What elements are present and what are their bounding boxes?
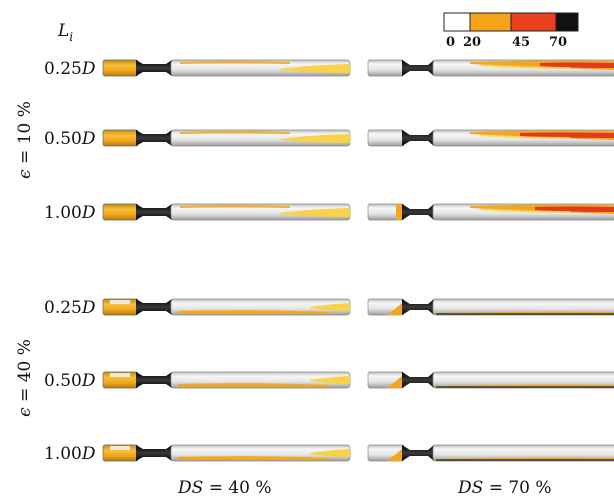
colorbar-band-white [443, 12, 471, 32]
pipe-ds40-row-3 [102, 298, 351, 316]
inlet-separation [386, 374, 404, 388]
stenosis-throat [136, 372, 172, 388]
colorbar-tick-45: 45 [512, 35, 530, 50]
pipe-ds70-row-4 [367, 371, 614, 389]
group-label-epsilon-10: ϵ = 10 % [15, 101, 35, 179]
colorbar-tick-70: 70 [549, 35, 567, 50]
outlet-pipe [432, 444, 614, 462]
row-label-3: 0.25D [44, 298, 96, 318]
inlet-segment [103, 60, 138, 76]
jet-streak [178, 383, 330, 387]
inlet-segment [103, 130, 138, 146]
pipe-ds70-row-3 [367, 298, 614, 316]
row-label-value: 1.00 [44, 444, 82, 464]
row-label-4: 0.50D [44, 371, 96, 391]
stenosis-throat [402, 299, 434, 315]
inlet-segment [367, 59, 405, 77]
row-label-value: 1.00 [44, 203, 82, 223]
stenosis-throat [402, 60, 434, 76]
jet-streak [178, 456, 330, 460]
inlet-separation [386, 447, 404, 461]
pipe-ds40-row-1 [102, 129, 351, 147]
inlet-segment [367, 129, 405, 147]
row-label-0: 0.25D [44, 59, 96, 79]
stenosis-throat [136, 130, 172, 146]
jet-edge [480, 64, 570, 69]
colorbar-band-red [510, 12, 557, 32]
inlet-segment [103, 204, 138, 220]
jet-streak [178, 310, 330, 314]
colorbar-tick-20: 20 [463, 35, 481, 50]
row-label-unit: D [81, 444, 96, 464]
pipe-ds70-row-0 [367, 59, 614, 77]
pipe-ds40-row-5 [102, 444, 351, 462]
row-label-1: 0.50D [44, 129, 96, 149]
stenosis-throat [402, 204, 434, 220]
colorbar-tick-0: 0 [446, 35, 455, 50]
stenosis-throat [402, 130, 434, 146]
column-label-ds-40: DS = 40 % [177, 478, 272, 498]
jet-core-red [540, 62, 614, 68]
row-label-2: 1.00D [44, 203, 96, 223]
jet-edge [480, 134, 570, 139]
stenosis-throat [136, 60, 172, 76]
colorbar-band-orange [469, 12, 512, 32]
stenosis-throat [402, 372, 434, 388]
jet-core [310, 449, 350, 457]
jet-core [280, 208, 350, 217]
outlet-pipe [432, 298, 614, 316]
row-label-value: 0.25 [44, 59, 82, 79]
pipe-ds40-row-4 [102, 371, 351, 389]
row-label-5: 1.00D [44, 444, 96, 464]
jet-edge [480, 208, 570, 213]
stenosis-throat [136, 445, 172, 461]
row-label-unit: D [81, 203, 96, 223]
row-label-value: 0.50 [44, 129, 82, 149]
stenosis-throat [136, 299, 172, 315]
row-label-unit: D [81, 371, 96, 391]
jet-core [310, 303, 350, 311]
jet-streak [180, 61, 290, 64]
row-label-unit: D [81, 59, 96, 79]
stenosis-throat [402, 445, 434, 461]
row-label-value: 0.25 [44, 298, 82, 318]
pipe-ds40-row-2 [102, 203, 351, 221]
column-label-ds-70: DS = 70 % [457, 478, 552, 498]
row-label-value: 0.50 [44, 371, 82, 391]
length-header: Li [57, 21, 73, 44]
colorbar-band-black [555, 12, 579, 32]
inlet-separation [386, 301, 404, 315]
jet-core-red [520, 132, 614, 138]
pipe-ds40-row-0 [102, 59, 351, 77]
jet-core [280, 64, 350, 73]
jet-streak [180, 205, 290, 208]
row-label-unit: D [81, 298, 96, 318]
colorbar-legend: 0 20 45 70 [443, 12, 579, 50]
group-label-epsilon-40: ϵ = 40 % [15, 339, 35, 417]
jet-streak [180, 131, 290, 134]
pipe-ds70-row-5 [367, 444, 614, 462]
outlet-pipe [432, 371, 614, 389]
jet-core [280, 134, 350, 143]
pipe-ds70-row-1 [367, 129, 614, 147]
row-label-unit: D [81, 129, 96, 149]
jet-core-red [535, 206, 614, 212]
pipe-ds70-row-2 [367, 203, 614, 221]
stenosis-throat [136, 204, 172, 220]
jet-core [310, 376, 350, 384]
